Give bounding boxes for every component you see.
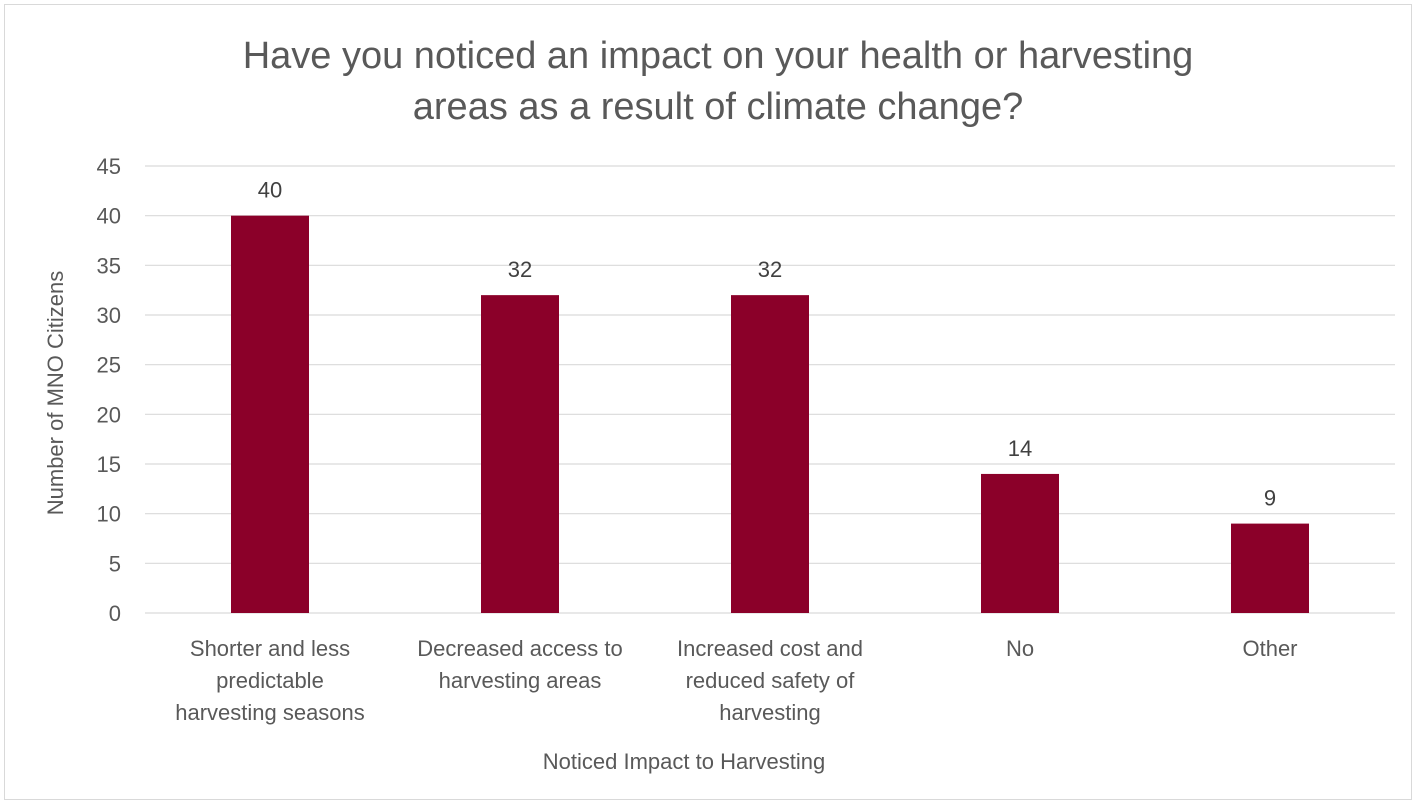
x-category-label-line: Decreased access to xyxy=(417,636,622,661)
x-category-label-line: No xyxy=(1006,636,1034,661)
bars xyxy=(231,215,1309,613)
chart-title-line: areas as a result of climate change? xyxy=(413,86,1023,128)
y-tick-label: 35 xyxy=(97,253,121,278)
x-category-label-line: harvesting areas xyxy=(439,668,602,693)
gridlines xyxy=(145,165,1395,614)
y-tick-label: 45 xyxy=(97,154,121,179)
x-category-label-line: harvesting xyxy=(719,700,821,725)
y-axis-ticks: 0 5 10 15 20 25 30 35 40 45 xyxy=(97,154,121,626)
chart-title: Have you noticed an impact on your healt… xyxy=(243,35,1194,128)
y-tick-label: 30 xyxy=(97,303,121,328)
bar xyxy=(981,473,1059,613)
y-tick-label: 20 xyxy=(97,402,121,427)
y-tick-label: 40 xyxy=(97,204,121,229)
x-category-label: Other xyxy=(1242,636,1297,661)
y-tick-label: 15 xyxy=(97,452,121,477)
y-tick-label: 25 xyxy=(97,353,121,378)
x-category-label-line: Increased cost and xyxy=(677,636,863,661)
x-category-label-line: Shorter and less xyxy=(190,636,350,661)
x-category-label-line: reduced safety of xyxy=(686,668,856,693)
data-label: 40 xyxy=(258,178,282,203)
y-tick-label: 5 xyxy=(109,551,121,576)
data-label: 14 xyxy=(1008,436,1032,461)
y-axis-title: Number of MNO Citizens xyxy=(43,271,68,516)
bar xyxy=(231,215,309,613)
x-axis-categories: Shorter and less predictable harvesting se… xyxy=(175,636,1297,725)
x-category-label-line: harvesting seasons xyxy=(175,700,365,725)
x-category-label-line: predictable xyxy=(216,668,324,693)
data-label: 32 xyxy=(758,257,782,282)
x-category-label: No xyxy=(1006,636,1034,661)
x-category-label: Shorter and less predictable harvesting se… xyxy=(175,636,365,725)
y-tick-label: 10 xyxy=(97,502,121,527)
data-labels: 40 32 32 14 9 xyxy=(258,178,1276,511)
data-label: 32 xyxy=(508,257,532,282)
bar xyxy=(481,295,559,613)
x-axis-title: Noticed Impact to Harvesting xyxy=(543,749,825,774)
bar xyxy=(731,295,809,613)
bar xyxy=(1231,523,1309,613)
x-category-label-line: Other xyxy=(1242,636,1297,661)
x-category-label: Decreased access to harvesting areas xyxy=(417,636,622,693)
x-category-label: Increased cost and reduced safety of harve… xyxy=(677,636,863,725)
data-label: 9 xyxy=(1264,486,1276,511)
y-tick-label: 0 xyxy=(109,601,121,626)
chart-title-line: Have you noticed an impact on your healt… xyxy=(243,35,1194,77)
